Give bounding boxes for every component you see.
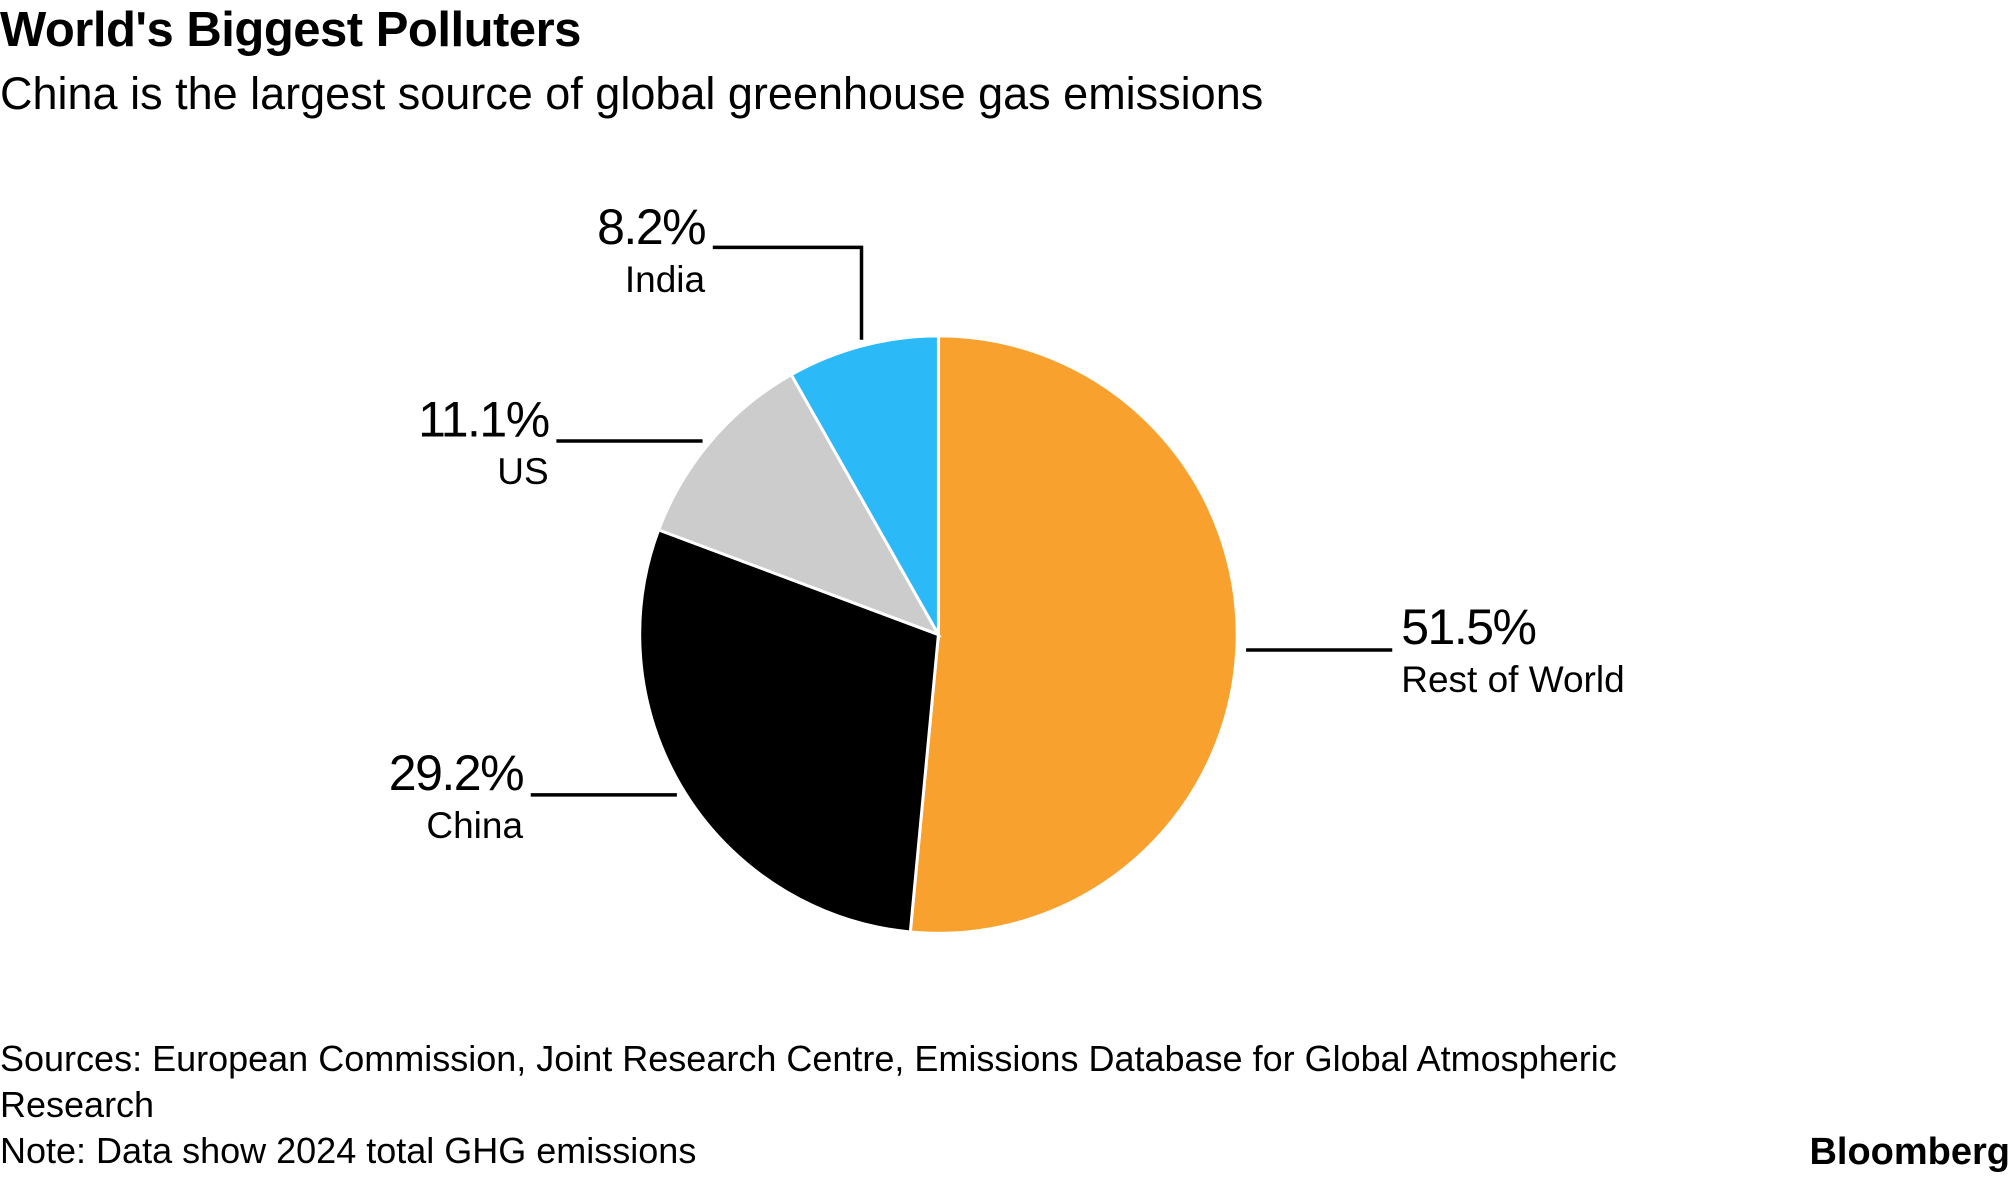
value-label: 51.5% [1401,599,1535,655]
value-label: 11.1% [418,391,549,447]
leader-line [712,245,864,340]
chart: 51.5%Rest of World 29.2%China 11.1%US 8.2%I… [389,199,1625,935]
note: Note: Data show 2024 total GHG emissions [0,1130,697,1171]
category-label: India [625,259,706,300]
category-label: China [426,805,523,846]
pie-slice [789,334,940,641]
pie-slice [908,334,1239,935]
category-label: US [497,451,548,492]
pie-slice [638,527,941,934]
value-label: 8.2% [597,199,705,255]
chart-subtitle: China is the largest source of global gr… [0,68,1264,119]
source: Sources: European Commission, Joint Rese… [0,1038,1617,1125]
brand: Bloomberg [1809,1131,2010,1173]
footer: Sources: European Commission, Joint Rese… [0,1036,1620,1174]
category-label: Rest of World [1401,659,1624,700]
chart-title: World's Biggest Polluters [0,3,581,57]
value-label: 29.2% [389,745,523,801]
pie-slice [656,372,942,638]
